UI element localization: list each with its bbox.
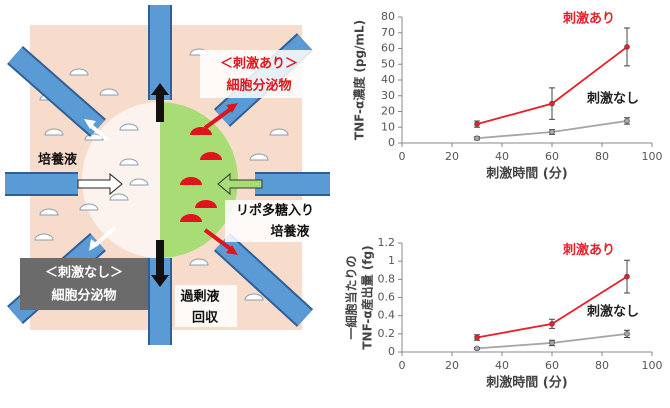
x-axis-label: 刺激時間 (分) bbox=[486, 166, 567, 182]
y-tick-label: 50 bbox=[381, 57, 395, 70]
waste-label-2: 回収 bbox=[192, 311, 219, 326]
waste-label-1: 過剰液 bbox=[179, 289, 219, 305]
data-point bbox=[624, 331, 630, 337]
nostim-box bbox=[20, 258, 148, 310]
y-tick-label: 1.2 bbox=[378, 236, 396, 249]
stim-box bbox=[200, 50, 318, 98]
series-name: 刺激なし bbox=[587, 303, 639, 319]
y-tick-label: 0.8 bbox=[378, 272, 396, 285]
x-tick-label: 60 bbox=[545, 150, 559, 163]
x-tick-label: 80 bbox=[595, 359, 609, 372]
x-tick-label: 0 bbox=[399, 150, 406, 163]
y-axis-label: TNF-α濃度 (pg/mL) bbox=[352, 20, 367, 140]
lps-label-1: リポ多糖入り bbox=[236, 203, 314, 219]
x-tick-label: 0 bbox=[399, 359, 406, 372]
x-tick-label: 40 bbox=[495, 359, 509, 372]
data-point bbox=[474, 345, 480, 352]
y-tick-label: 40 bbox=[381, 73, 395, 86]
stim-sub: 細胞分泌物 bbox=[226, 78, 291, 94]
x-tick-label: 20 bbox=[445, 150, 459, 163]
data-point bbox=[474, 135, 480, 142]
x-tick-label: 20 bbox=[445, 359, 459, 372]
nostim-title: ＜刺激なし＞ bbox=[45, 265, 123, 281]
y-tick-label: 70 bbox=[381, 26, 395, 39]
data-point bbox=[624, 273, 630, 280]
x-tick-label: 80 bbox=[595, 150, 609, 163]
y-tick-label: 60 bbox=[381, 42, 395, 55]
data-point bbox=[549, 100, 555, 107]
data-point bbox=[624, 118, 630, 124]
x-tick-label: 100 bbox=[642, 359, 663, 372]
data-point bbox=[549, 129, 555, 135]
chart: 0 0.2 0.4 0.6 0.8 1 1.2 0 20 40 60 80 100 刺激時間 (分) 一細胞… bbox=[344, 236, 663, 391]
y-tick-label: 1 bbox=[388, 254, 395, 267]
series-name: 刺激あり bbox=[563, 242, 615, 258]
x-tick-label: 60 bbox=[545, 359, 559, 372]
waste-box bbox=[175, 285, 237, 327]
y-tick-label: 80 bbox=[381, 10, 395, 23]
x-axis-label: 刺激時間 (分) bbox=[486, 375, 567, 391]
y-tick-label: 0 bbox=[388, 345, 395, 358]
diagram: ＜刺激あり＞ 細胞分泌物 培養液 リポ多糖入り 培養液 ＜刺激なし＞ 細胞分泌物… bbox=[5, 5, 330, 345]
data-point bbox=[549, 340, 555, 346]
y-tick-label: 30 bbox=[381, 89, 395, 102]
y-axis-label: TNF-α産出量 (fg) bbox=[360, 245, 375, 349]
x-tick-label: 100 bbox=[642, 150, 663, 163]
nostim-sub: 細胞分泌物 bbox=[51, 288, 116, 304]
y-tick-label: 0.6 bbox=[378, 291, 396, 304]
x-tick-label: 40 bbox=[495, 150, 509, 163]
data-point bbox=[474, 121, 480, 127]
series-name: 刺激あり bbox=[563, 10, 615, 26]
data-point bbox=[474, 334, 480, 341]
y-tick-label: 20 bbox=[381, 105, 395, 118]
lps-label-2: 培養液 bbox=[270, 224, 309, 240]
arrows bbox=[77, 83, 263, 287]
stim-title: ＜刺激あり＞ bbox=[220, 56, 298, 72]
y-tick-label: 0.4 bbox=[378, 309, 396, 322]
data-point bbox=[624, 44, 630, 50]
y-axis-label: 一細胞当たりの bbox=[344, 255, 359, 339]
chart: 0 10 20 30 40 50 60 70 80 0 20 40 60 80 100 刺激時間 (分) TNF… bbox=[352, 10, 663, 182]
series-name: 刺激なし bbox=[587, 90, 639, 106]
medium-label: 培養液 bbox=[38, 152, 77, 168]
y-tick-label: 0 bbox=[388, 136, 395, 149]
lps-box bbox=[225, 200, 325, 242]
y-tick-label: 10 bbox=[381, 120, 395, 133]
data-point bbox=[549, 321, 555, 327]
y-tick-label: 0.2 bbox=[378, 327, 396, 340]
